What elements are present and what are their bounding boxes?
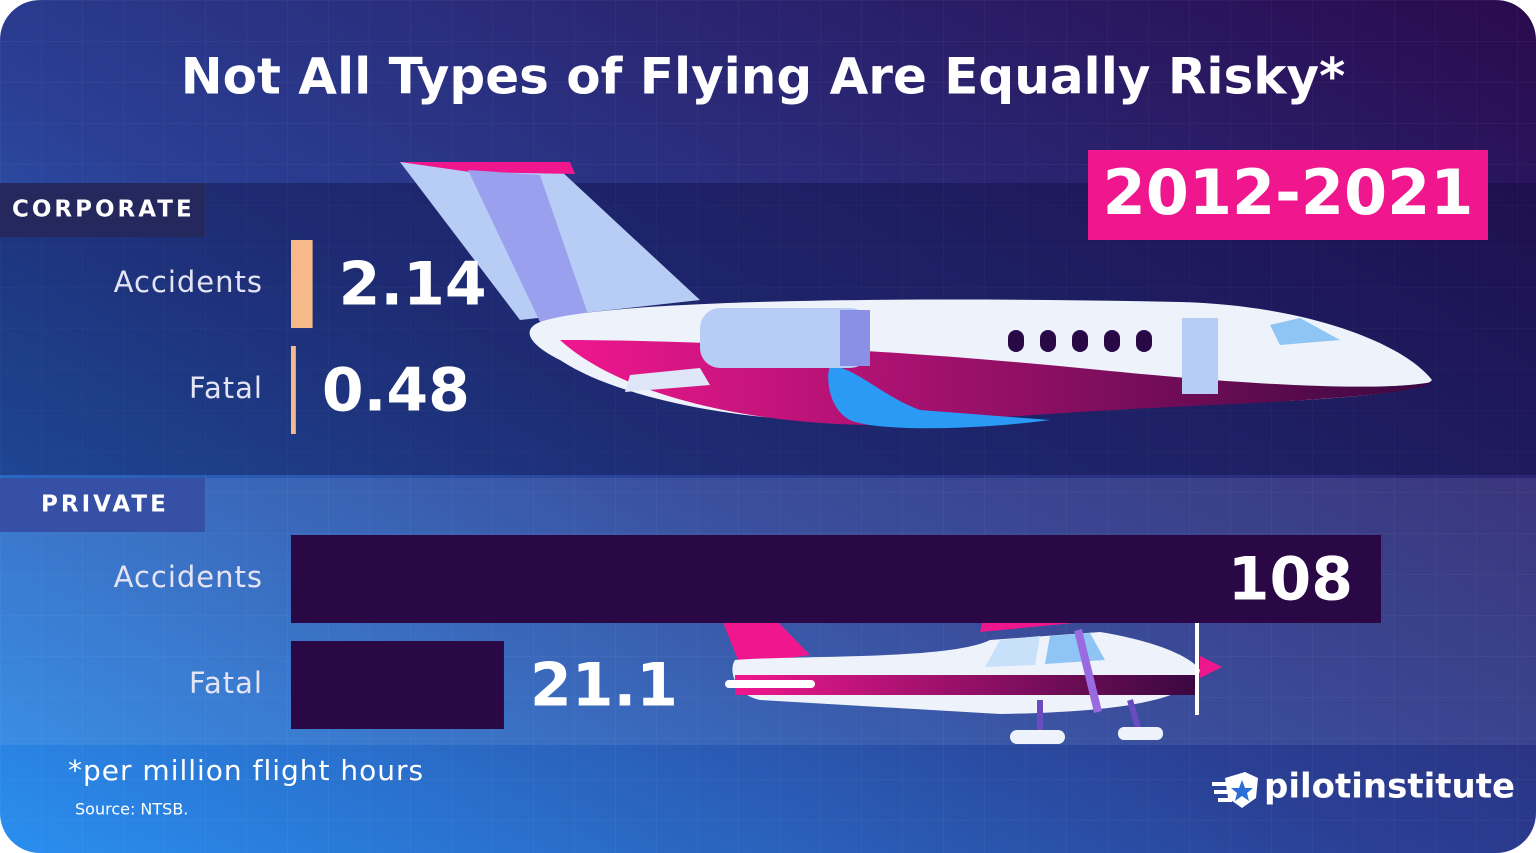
value-label: 21.1 (530, 651, 678, 721)
bar (291, 346, 296, 434)
category-label: Accidents (114, 265, 263, 299)
brand: pilotinstitute (1264, 767, 1515, 807)
value-label: 2.14 (339, 250, 487, 320)
value-label: 0.48 (322, 356, 470, 426)
group-label: CORPORATE (12, 197, 195, 223)
group-tab (0, 183, 205, 237)
source: Source: NTSB. (75, 800, 188, 819)
jet-illustration (400, 162, 1432, 429)
category-label: Fatal (189, 666, 263, 700)
value-label: 108 (1228, 545, 1353, 615)
period: 2012-2021 (1103, 156, 1474, 229)
bar (291, 240, 313, 328)
chart-title: Not All Types of Flying Are Equally Risk… (181, 48, 1345, 106)
bar (291, 535, 1381, 623)
group-tab (0, 478, 205, 532)
bar (291, 641, 504, 729)
category-label: Accidents (114, 560, 263, 594)
footnote: *per million flight hours (68, 754, 424, 787)
brand-logo (1212, 772, 1258, 808)
group-label: PRIVATE (41, 492, 169, 518)
category-label: Fatal (189, 371, 263, 405)
period-badge (1088, 150, 1488, 240)
